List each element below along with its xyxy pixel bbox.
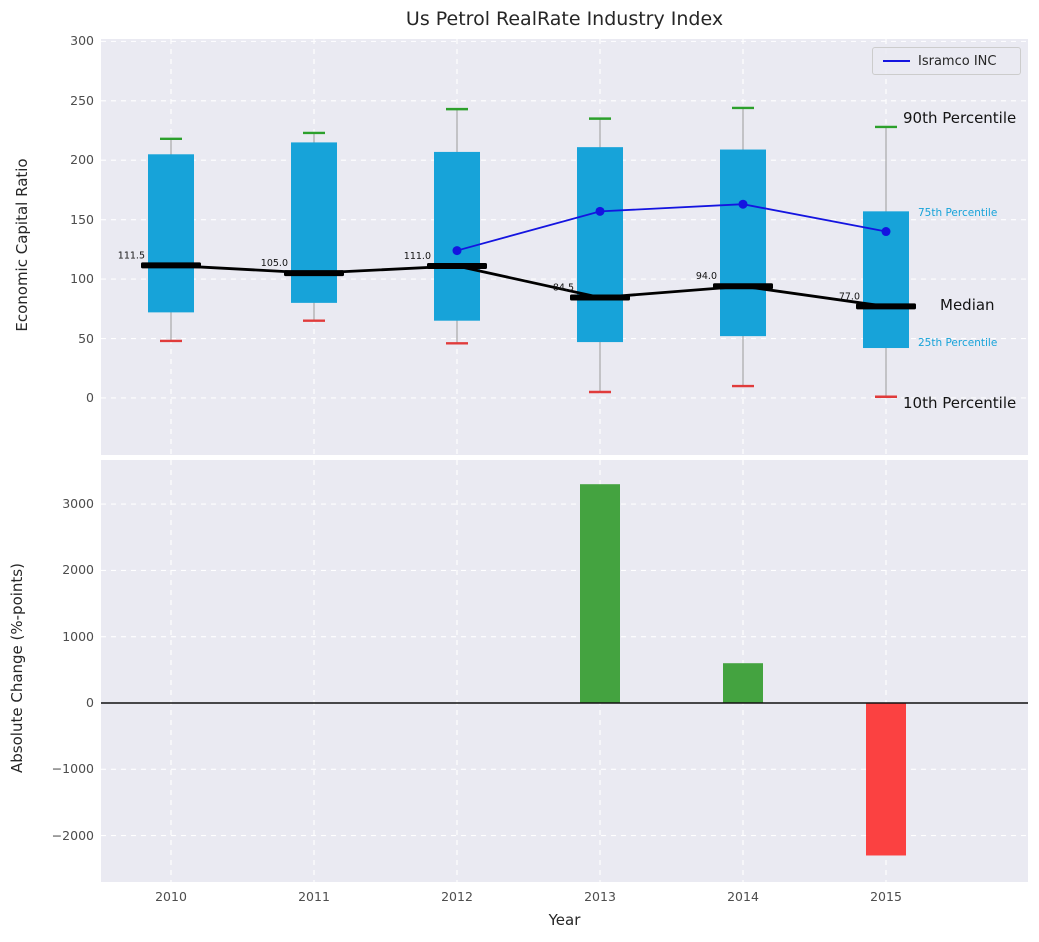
series-marker	[595, 206, 605, 216]
median-segment	[284, 270, 344, 277]
legend-label: Isramco INC	[918, 53, 997, 69]
top-y-axis-label: Economic Capital Ratio	[13, 158, 31, 332]
bottom-y-axis-label: Absolute Change (%-points)	[8, 563, 26, 773]
iqr-box	[434, 151, 480, 321]
median-value-label: 111.5	[118, 250, 145, 261]
top-y-tick-label: 100	[70, 271, 94, 287]
iqr-box	[577, 147, 623, 343]
annotation-75th-percentile: 75th Percentile	[918, 206, 998, 219]
annotation-25th-percentile: 25th Percentile	[918, 337, 998, 350]
change-bar	[723, 663, 763, 703]
median-segment	[141, 262, 201, 269]
x-tick-label: 2014	[727, 889, 759, 904]
top-y-tick-label: 50	[78, 330, 94, 346]
bottom-y-tick-label: −1000	[51, 761, 94, 777]
bottom-y-tick-label: −2000	[51, 827, 94, 843]
median-segment	[427, 263, 487, 270]
series-marker	[452, 246, 462, 256]
median-value-label: 105.0	[261, 258, 288, 269]
bottom-y-tick-label: 3000	[62, 496, 94, 512]
bottom-y-tick-label: 2000	[62, 562, 94, 578]
series-line	[456, 203, 887, 252]
iqr-box	[720, 149, 766, 337]
change-bar	[866, 702, 906, 856]
median-segment	[856, 303, 916, 310]
x-tick-label: 2012	[441, 889, 473, 904]
top-y-tick-label: 250	[70, 92, 94, 108]
x-tick-label: 2015	[870, 889, 902, 904]
median-segment	[713, 283, 773, 290]
top-y-tick-label: 150	[70, 211, 94, 227]
median-value-label: 77.0	[839, 291, 860, 302]
top-y-tick-label: 200	[70, 152, 94, 168]
legend: Isramco INC	[872, 47, 1021, 75]
annotation-90th-percentile: 90th Percentile	[903, 108, 1017, 127]
bottom-y-tick-label: 0	[86, 694, 94, 710]
x-tick-label: 2013	[584, 889, 616, 904]
iqr-box	[148, 154, 194, 313]
median-value-label: 84.5	[553, 283, 574, 294]
median-value-label: 111.0	[404, 251, 431, 262]
change-bar	[580, 484, 620, 703]
bottom-y-tick-label: 1000	[62, 628, 94, 644]
annotation-median: Median	[940, 296, 995, 315]
x-tick-label: 2011	[298, 889, 330, 904]
median-segment	[570, 294, 630, 301]
x-axis-label: Year	[548, 911, 581, 929]
top-y-tick-label: 300	[70, 33, 94, 49]
chart-title: Us Petrol RealRate Industry Index	[405, 8, 724, 30]
top-y-tick-label: 0	[86, 389, 94, 405]
iqr-box	[291, 142, 337, 303]
annotation-10th-percentile: 10th Percentile	[903, 393, 1017, 412]
x-tick-label: 2010	[155, 889, 187, 904]
series-marker	[738, 199, 748, 209]
median-trend-line	[170, 264, 887, 308]
legend-line-sample	[883, 60, 910, 62]
series-marker	[881, 227, 891, 237]
median-value-label: 94.0	[696, 271, 717, 282]
